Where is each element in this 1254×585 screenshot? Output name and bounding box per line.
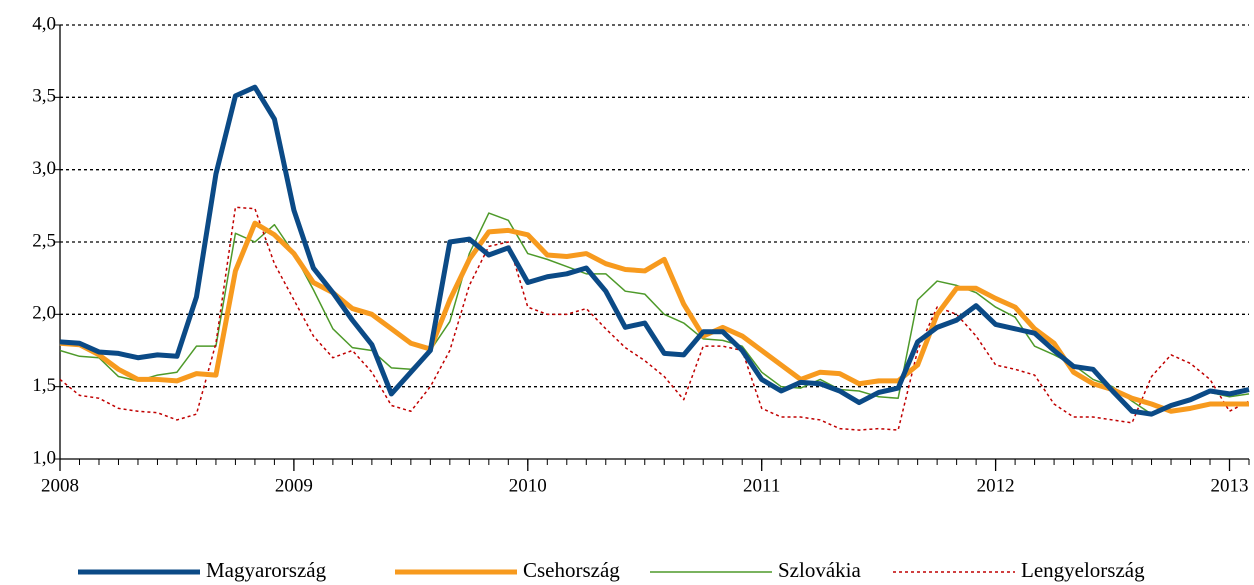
x-tick-label: 2010 bbox=[509, 475, 547, 496]
y-tick-label: 1,0 bbox=[32, 447, 56, 468]
legend-label: Lengyelország bbox=[1021, 558, 1145, 582]
y-tick-label: 4,0 bbox=[32, 13, 56, 34]
y-tick-label: 2,5 bbox=[32, 230, 56, 251]
x-tick-label: 2012 bbox=[977, 475, 1015, 496]
legend-label: Szlovákia bbox=[778, 558, 861, 582]
series-line bbox=[59, 84, 1250, 417]
x-tick-label: 2009 bbox=[275, 475, 313, 496]
y-tick-label: 3,0 bbox=[32, 158, 56, 179]
x-tick-label: 2013 bbox=[1211, 475, 1249, 496]
legend-label: Magyarország bbox=[206, 558, 327, 582]
legend-label: Csehország bbox=[523, 558, 620, 582]
y-tick-label: 1,5 bbox=[32, 375, 56, 396]
series-line bbox=[59, 212, 1250, 415]
y-tick-label: 2,0 bbox=[32, 303, 56, 324]
x-tick-label: 2011 bbox=[743, 475, 780, 496]
series-line bbox=[59, 220, 1249, 414]
x-tick-label: 2008 bbox=[41, 475, 79, 496]
y-tick-label: 3,5 bbox=[32, 86, 56, 107]
series-line bbox=[59, 206, 1250, 431]
